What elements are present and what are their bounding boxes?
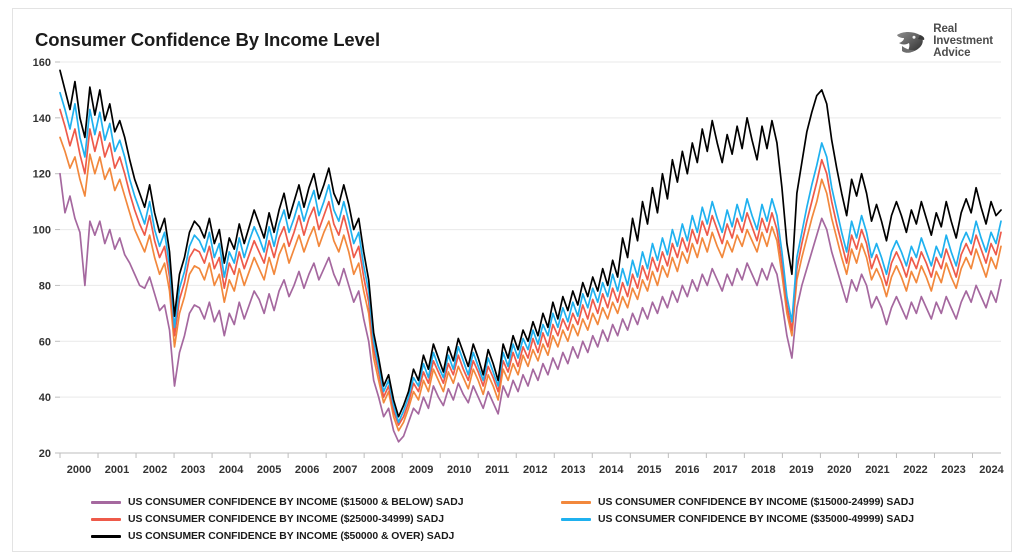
y-axis-tick-label: 140 (33, 113, 51, 125)
legend-swatch-15000-below (91, 501, 121, 504)
y-axis-tick-label: 80 (39, 280, 51, 292)
legend-item-15000-24999[interactable]: US CONSUMER CONFIDENCE BY INCOME ($15000… (561, 497, 1013, 508)
x-axis-tick-label: 2012 (523, 464, 547, 476)
legend-label-25000-34999: US CONSUMER CONFIDENCE BY INCOME ($25000… (128, 514, 444, 525)
page-title: Consumer Confidence By Income Level (35, 29, 381, 50)
line-chart: 20 40 60 80 100 120 140 160 2000 2001 2002 2003 2004… (33, 57, 1005, 476)
legend-col-right-2: US CONSUMER CONFIDENCE BY INCOME ($35000… (533, 511, 1013, 528)
x-axis-tick-label: 2008 (371, 464, 395, 476)
brand-wordmark: Real Investment Advice (933, 23, 993, 60)
legend-item-35000-49999[interactable]: US CONSUMER CONFIDENCE BY INCOME ($35000… (561, 514, 1013, 525)
brand-line-3: Advice (933, 47, 971, 60)
x-axis-tick-label: 2005 (257, 464, 281, 476)
legend-swatch-15000-24999 (561, 501, 591, 504)
x-axis-tick-label: 2003 (181, 464, 205, 476)
plot-area: 20 40 60 80 100 120 140 160 2000 2001 2002 2003 2004… (13, 9, 1013, 553)
x-axis-tick-label: 2020 (827, 464, 851, 476)
x-axis-tick-label: 2021 (865, 464, 889, 476)
y-axis-tick-label: 160 (33, 57, 51, 69)
eagle-head-icon (893, 24, 927, 58)
y-axis-tick-label: 120 (33, 169, 51, 181)
brand-line-1: Real (933, 22, 958, 35)
x-axis-tick-label: 2010 (447, 464, 471, 476)
legend-label-35000-49999: US CONSUMER CONFIDENCE BY INCOME ($35000… (598, 514, 914, 525)
legend-col-left: US CONSUMER CONFIDENCE BY INCOME ($15000… (13, 494, 533, 511)
x-axis-tick-label: 2007 (333, 464, 357, 476)
legend-row-2: US CONSUMER CONFIDENCE BY INCOME ($25000… (13, 511, 1013, 528)
legend-swatch-25000-34999 (91, 518, 121, 521)
y-axis-tick-label: 60 (39, 336, 51, 348)
x-axis-tick-label: 2024 (979, 464, 1004, 476)
legend-col-left-2: US CONSUMER CONFIDENCE BY INCOME ($25000… (13, 511, 533, 528)
x-axis-tick-label: 2009 (409, 464, 433, 476)
legend-item-50000-over[interactable]: US CONSUMER CONFIDENCE BY INCOME ($50000… (91, 531, 1013, 542)
series-line-0 (59, 172, 1002, 443)
x-axis-tick-label: 2002 (143, 464, 167, 476)
series-line-3 (59, 91, 1002, 424)
y-axis-tick-label: 20 (39, 448, 51, 460)
x-axis-tick-label: 2014 (599, 464, 624, 476)
x-axis-tick-label: 2016 (675, 464, 699, 476)
y-axis-tick-label: 100 (33, 225, 51, 237)
legend-col-full: US CONSUMER CONFIDENCE BY INCOME ($50000… (13, 528, 1013, 545)
legend-row-3: US CONSUMER CONFIDENCE BY INCOME ($50000… (13, 528, 1013, 545)
brand-line-2: Investment (933, 34, 993, 47)
x-axis-tick-label: 2022 (903, 464, 927, 476)
x-axis-tick-label: 2000 (67, 464, 91, 476)
legend-item-15000-below[interactable]: US CONSUMER CONFIDENCE BY INCOME ($15000… (91, 497, 533, 508)
legend-swatch-50000-over (91, 535, 121, 538)
x-axis-tick-label: 2006 (295, 464, 319, 476)
legend-swatch-35000-49999 (561, 518, 591, 521)
legend-item-25000-34999[interactable]: US CONSUMER CONFIDENCE BY INCOME ($25000… (91, 514, 533, 525)
legend-label-50000-over: US CONSUMER CONFIDENCE BY INCOME ($50000… (128, 531, 455, 542)
chart-legend: US CONSUMER CONFIDENCE BY INCOME ($15000… (13, 494, 1013, 545)
series-line-1 (59, 136, 1002, 432)
x-axis-tick-label: 2017 (713, 464, 737, 476)
legend-label-15000-below: US CONSUMER CONFIDENCE BY INCOME ($15000… (128, 497, 464, 508)
x-axis-tick-label: 2011 (485, 464, 509, 476)
x-axis-tick-label: 2004 (219, 464, 244, 476)
x-axis-tick-label: 2023 (941, 464, 965, 476)
x-axis-tick-label: 2019 (789, 464, 813, 476)
series-line-4 (59, 69, 1002, 418)
legend-row-1: US CONSUMER CONFIDENCE BY INCOME ($15000… (13, 494, 1013, 511)
x-axis-tick-label: 2001 (105, 464, 129, 476)
legend-col-right: US CONSUMER CONFIDENCE BY INCOME ($15000… (533, 494, 1013, 511)
x-axis-tick-label: 2015 (637, 464, 661, 476)
y-axis-tick-label: 40 (39, 392, 51, 404)
x-axis-tick-label: 2018 (751, 464, 775, 476)
x-axis-tick-label: 2013 (561, 464, 585, 476)
brand-logo: Real Investment Advice (893, 21, 993, 61)
chart-card: Consumer Confidence By Income Level (12, 8, 1012, 552)
series-line-2 (59, 108, 1002, 426)
legend-label-15000-24999: US CONSUMER CONFIDENCE BY INCOME ($15000… (598, 497, 914, 508)
